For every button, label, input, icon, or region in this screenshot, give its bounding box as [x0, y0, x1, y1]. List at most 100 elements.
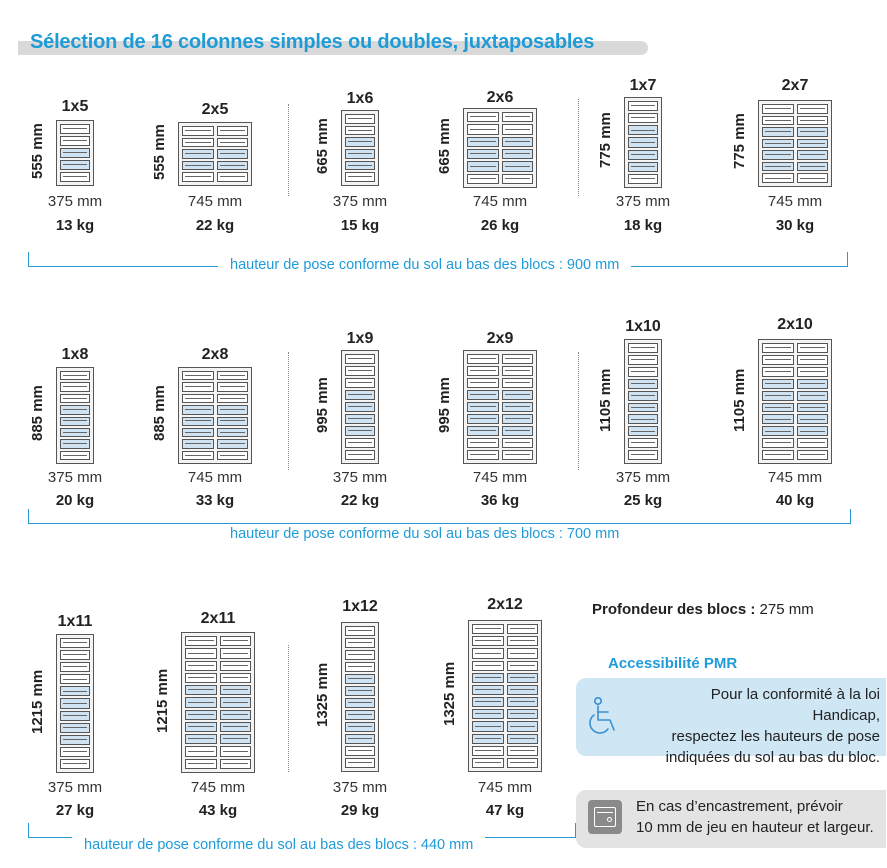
locker-compartment [60, 722, 90, 733]
locker-cabinet [341, 350, 379, 464]
locker-cabinet [624, 97, 662, 188]
weight-label: 20 kg [55, 492, 95, 509]
locker-compartment [216, 137, 248, 148]
locker-compartment [182, 382, 214, 392]
locker-compartment [467, 124, 499, 135]
locker-compartment [345, 426, 375, 436]
width-label: 745 mm [477, 779, 533, 796]
locker-compartment [628, 354, 658, 365]
unit-name: 1x7 [629, 77, 657, 94]
pmr-note: Pour la conformité à la loi Handicap, re… [576, 678, 886, 766]
bracket-label: hauteur de pose conforme du sol au bas d… [218, 257, 632, 273]
locker-compartment [796, 173, 828, 184]
width-label: 375 mm [47, 469, 103, 486]
locker-compartment [472, 648, 504, 659]
locker-compartment [345, 450, 375, 460]
locker-compartment [345, 722, 375, 732]
unit-name: 1x11 [57, 613, 93, 630]
unit-name: 2x7 [781, 77, 809, 94]
locker-compartment [628, 343, 658, 353]
dotted-separator [578, 99, 579, 196]
locker-compartment [501, 402, 533, 412]
locker-compartment [467, 390, 499, 400]
locker-compartment [796, 104, 828, 114]
locker-compartment [467, 438, 499, 448]
dotted-separator [578, 352, 579, 470]
locker-compartment [762, 378, 794, 389]
locker-compartment [60, 124, 90, 134]
locker-compartment [345, 378, 375, 388]
height-label: 775 mm [597, 112, 614, 169]
locker-compartment [185, 734, 217, 745]
locker-compartment [219, 685, 251, 696]
height-label: 665 mm [314, 117, 331, 174]
locker-compartment [506, 709, 538, 720]
locker-compartment [345, 125, 375, 136]
unit-name: 1x10 [625, 318, 661, 335]
locker-compartment [185, 709, 217, 720]
locker-compartment [60, 686, 90, 697]
locker-compartment [501, 366, 533, 376]
weight-label: 25 kg [623, 492, 663, 509]
locker-compartment [219, 636, 251, 647]
locker-compartment [628, 438, 658, 449]
locker-compartment [506, 697, 538, 708]
locker-compartment [345, 354, 375, 364]
locker-compartment [60, 734, 90, 745]
locker-compartment [467, 366, 499, 376]
embed-line: 10 mm de jeu en hauteur et largeur. [636, 819, 874, 836]
locker-compartment [345, 114, 375, 124]
locker-compartment [182, 137, 214, 148]
locker-compartment [628, 366, 658, 377]
locker-compartment [182, 160, 214, 171]
locker-compartment [219, 758, 251, 769]
width-label: 375 mm [332, 469, 388, 486]
weight-label: 33 kg [195, 492, 235, 509]
height-label: 1105 mm [731, 368, 748, 432]
locker-compartment [796, 390, 828, 401]
locker-compartment [796, 161, 828, 172]
locker-cabinet [463, 108, 537, 188]
locker-compartment [501, 450, 533, 460]
weight-label: 30 kg [775, 217, 815, 234]
locker-cabinet [624, 339, 662, 464]
locker-compartment [345, 650, 375, 660]
height-label: 1215 mm [29, 669, 46, 734]
locker-compartment [216, 427, 248, 438]
height-label: 1105 mm [597, 368, 614, 432]
locker-compartment [762, 173, 794, 184]
width-label: 375 mm [47, 779, 103, 796]
locker-compartment [628, 390, 658, 401]
locker-compartment [345, 758, 375, 768]
depth-label: Profondeur des blocs : [592, 601, 756, 618]
height-label: 1215 mm [154, 668, 171, 733]
locker-compartment [60, 650, 90, 661]
locker-compartment [762, 450, 794, 461]
locker-cabinet [463, 350, 537, 464]
locker-compartment [185, 697, 217, 708]
locker-compartment [628, 450, 658, 461]
locker-compartment [762, 414, 794, 425]
locker-compartment [762, 354, 794, 365]
locker-compartment [60, 662, 90, 673]
locker-compartment [501, 354, 533, 364]
weight-label: 29 kg [340, 802, 380, 819]
depth-value: 275 mm [759, 601, 814, 618]
locker-compartment [506, 745, 538, 756]
height-label: 1325 mm [441, 661, 458, 727]
title-banner: Sélection de 16 colonnes simples ou doub… [18, 31, 648, 58]
locker-compartment [501, 136, 533, 147]
locker-compartment [762, 138, 794, 149]
locker-compartment [219, 709, 251, 720]
locker-compartment [467, 136, 499, 147]
locker-cabinet [178, 122, 252, 186]
width-label: 375 mm [615, 193, 671, 210]
locker-compartment [796, 343, 828, 353]
locker-compartment [182, 416, 214, 426]
locker-compartment [628, 378, 658, 389]
unit-name: 2x8 [201, 346, 229, 363]
locker-compartment [472, 709, 504, 720]
weight-label: 47 kg [485, 802, 525, 819]
height-label: 885 mm [151, 385, 168, 442]
unit-name: 2x9 [486, 330, 514, 347]
